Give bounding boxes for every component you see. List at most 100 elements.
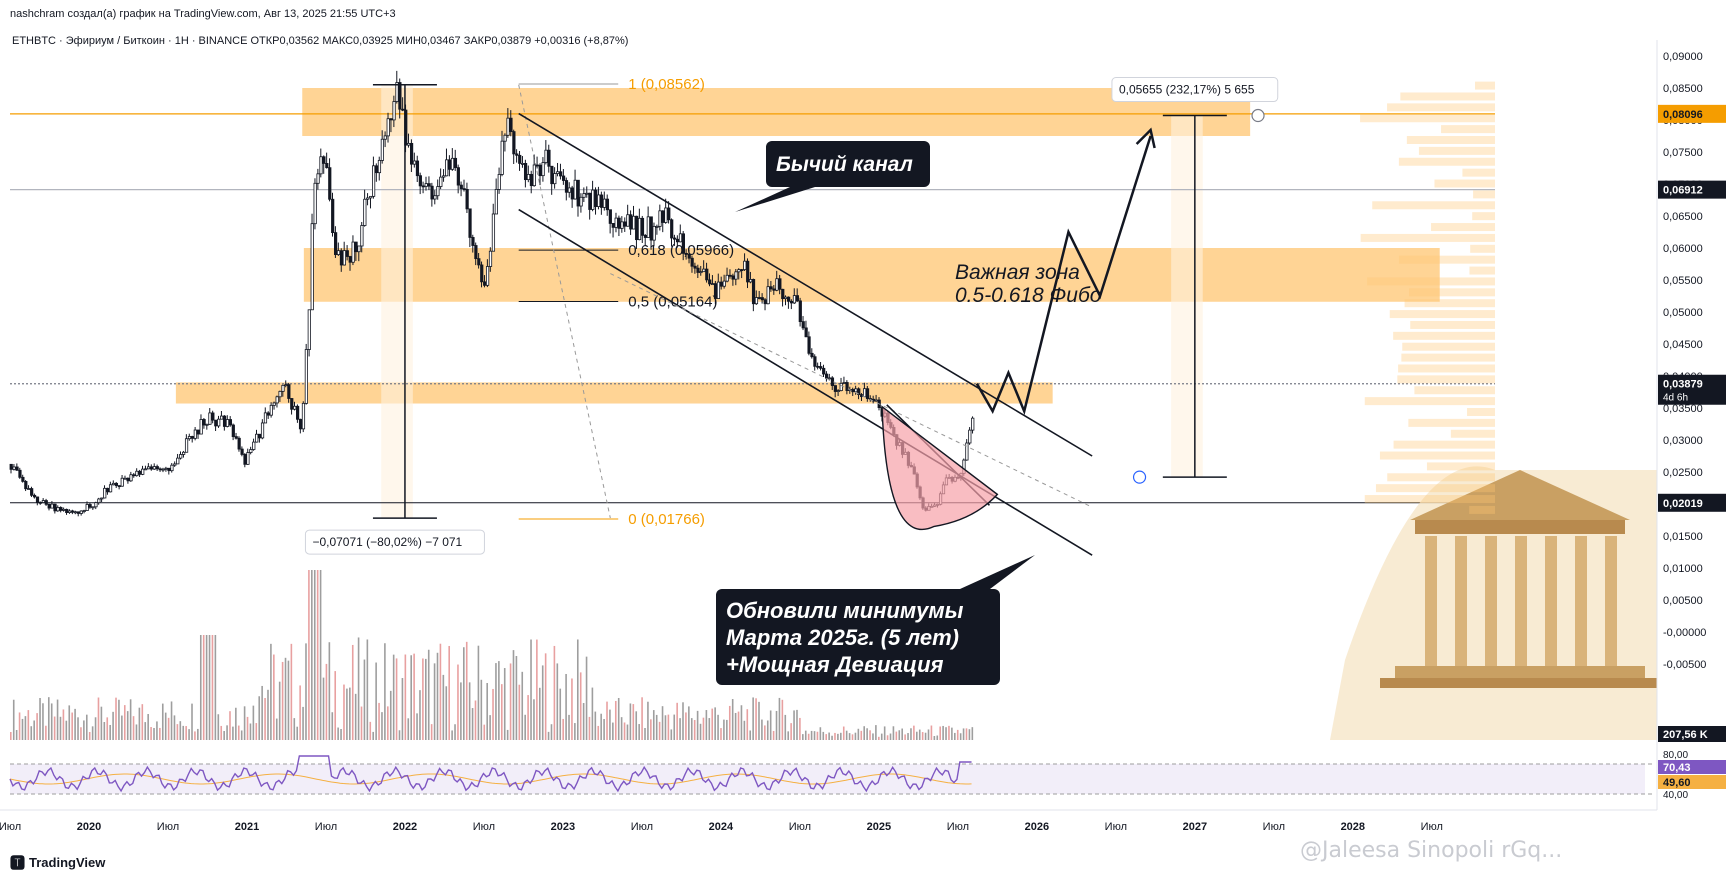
- candle-body: [719, 281, 723, 287]
- volume-bar: [18, 712, 21, 740]
- volume-bar: [83, 720, 85, 740]
- volume-bar: [30, 726, 33, 740]
- symbol-line[interactable]: ETHBTC · Эфириум / Биткоин · 1Н · BINANC…: [12, 35, 629, 47]
- candle-body: [278, 390, 282, 398]
- volume-bar: [682, 702, 684, 740]
- volume-bar: [179, 721, 182, 740]
- candle-body: [643, 234, 648, 238]
- volume-bar: [620, 717, 623, 740]
- price-badge-sub-2: 4d 6h: [1663, 393, 1688, 404]
- volume-profile-bar: [1404, 299, 1495, 308]
- candle-body: [208, 412, 212, 425]
- candle-body: [88, 504, 92, 508]
- candle-body: [813, 356, 817, 367]
- volume-bar: [126, 711, 129, 740]
- volume-bar: [895, 731, 898, 740]
- volume-bar: [492, 688, 494, 740]
- volume-bar: [907, 733, 909, 740]
- volume-bar: [65, 720, 68, 740]
- temple-column: [1485, 536, 1497, 666]
- candle-body: [705, 268, 709, 281]
- candle-body: [775, 278, 779, 291]
- candle-body: [614, 217, 618, 228]
- candle-body: [433, 195, 437, 200]
- candle-body: [360, 225, 364, 247]
- volume-bar: [655, 714, 658, 740]
- candle-body: [699, 271, 703, 274]
- candle-body: [120, 477, 124, 487]
- volume-bar: [121, 715, 123, 740]
- candle-body: [9, 463, 13, 470]
- candle-body: [334, 232, 338, 255]
- volume-profile-bar: [1431, 223, 1495, 232]
- channel-lower: [518, 208, 1093, 556]
- volume-bar: [594, 711, 597, 740]
- volume-bar: [568, 714, 570, 740]
- volume-bar: [699, 723, 702, 740]
- candle-body: [94, 502, 98, 508]
- volume-bar: [103, 722, 106, 740]
- volume-profile-bar: [1364, 397, 1495, 406]
- measure-badge-1: [1111, 77, 1279, 103]
- volume-bar: [696, 710, 699, 740]
- candle-body: [307, 309, 311, 350]
- candle-body: [465, 189, 469, 210]
- candle-body: [602, 198, 607, 208]
- volume-bar: [521, 671, 524, 740]
- candle-body: [863, 388, 867, 398]
- volume-bar: [275, 718, 278, 740]
- tradingview-logo[interactable]: 🆃 TradingView: [10, 852, 105, 873]
- candle-body: [196, 429, 200, 435]
- candle-body: [617, 217, 621, 229]
- volume-bar: [340, 729, 342, 740]
- volume-bar: [930, 725, 933, 740]
- callout-bull-channel-pointer: [735, 187, 815, 212]
- volume-bar: [828, 732, 830, 740]
- volume-bar: [205, 635, 208, 740]
- volume-bar: [249, 723, 252, 740]
- candle-body: [427, 183, 431, 187]
- volume-bar: [74, 708, 76, 740]
- candle-body: [757, 297, 761, 299]
- candle-body: [144, 468, 148, 471]
- candle-body: [740, 269, 744, 271]
- volume-bar: [378, 702, 380, 740]
- candle-body: [70, 510, 75, 513]
- volume-bar: [182, 725, 185, 740]
- candle-body: [713, 283, 718, 299]
- candle-body: [535, 164, 539, 167]
- y-tick-label: 0,05500: [1663, 275, 1703, 287]
- candle-body: [746, 260, 750, 283]
- deviation-area: [881, 405, 999, 531]
- candle-body: [158, 468, 162, 471]
- volume-bar: [793, 710, 795, 740]
- volume-bar: [129, 699, 132, 740]
- volume-bar: [749, 730, 752, 740]
- volume-bar: [538, 687, 541, 740]
- callout-bull-channel-text: Бычий канал: [776, 153, 913, 176]
- temple-column: [1545, 536, 1557, 666]
- candle-body: [225, 419, 230, 427]
- volume-profile-bar: [1418, 146, 1495, 155]
- volume-bar: [232, 726, 234, 740]
- volume-bar: [723, 719, 725, 740]
- volume-bar: [261, 685, 263, 740]
- volume-bar: [796, 709, 798, 740]
- volume-bar: [965, 728, 968, 740]
- volume-bar: [319, 570, 322, 740]
- volume-bar: [42, 703, 44, 740]
- temple-column: [1455, 536, 1467, 666]
- temple-column: [1605, 536, 1617, 666]
- candle-body: [409, 142, 414, 165]
- candle-body: [731, 275, 735, 280]
- candle-body: [494, 189, 498, 215]
- candle-body: [576, 179, 580, 207]
- fib-level-label-0: 1 (0,08562): [628, 76, 705, 93]
- volume-bar: [62, 709, 65, 740]
- volume-bar: [600, 713, 602, 740]
- volume-bar: [264, 697, 266, 740]
- candle-body: [485, 266, 490, 286]
- measure-label-1: 0,05655 (232,17%) 5 655: [1119, 83, 1255, 97]
- candle-body: [766, 286, 770, 305]
